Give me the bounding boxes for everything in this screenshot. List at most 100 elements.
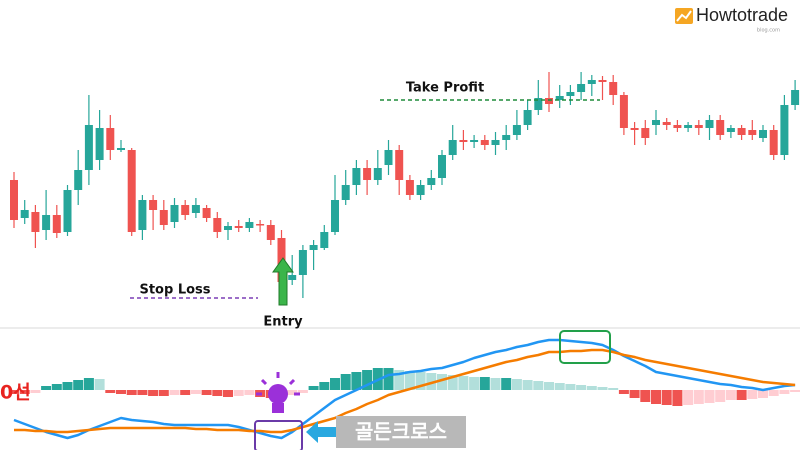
histogram-bar [629,390,640,398]
candle-body [662,122,671,125]
candle-body [577,84,586,92]
histogram-bar [330,378,340,390]
candle-body [416,185,425,195]
histogram-bar [779,390,790,394]
candle-body [759,130,767,138]
candle-body [63,190,72,232]
candle-body [31,212,40,232]
bulb-rays [256,372,300,396]
candle-body [523,110,532,125]
candle-body [138,200,147,230]
candle-body [117,148,125,150]
candle-body [10,180,18,220]
candle-body [309,245,318,250]
histogram-bar [137,390,148,395]
histogram-bar [319,382,330,390]
histogram-bar [201,390,212,395]
histogram-bar [94,379,105,390]
candle-body [684,125,693,128]
histogram-bar [554,383,565,390]
candle-body [726,128,735,132]
overlay [254,330,611,450]
histogram-bar [340,374,351,390]
histogram-bar [426,373,437,390]
candle-body [748,130,757,135]
candle-body [320,232,329,248]
histogram-bar [469,377,480,390]
candle-body [673,125,682,128]
candle-body [480,140,489,145]
histogram-bar [693,390,704,404]
candle-body [459,140,468,142]
candle-body [566,92,575,96]
histogram-bar [105,390,116,393]
candle-body [224,226,232,230]
histogram-bar [51,384,62,390]
histogram-bar [73,380,84,390]
histogram-bar [651,390,661,404]
histogram-bar [586,386,597,390]
candle-body [363,168,372,180]
histogram-bar [287,390,298,395]
stop-loss-label: Stop Loss [139,283,210,298]
logo-text: Howtotrade [696,5,788,25]
indicator-line [14,348,796,434]
candle-body [470,140,479,142]
candle-body [791,90,800,105]
bulb [268,384,288,404]
histogram-bar [351,372,362,390]
zero-line-label: 0선 [0,382,31,404]
histogram-bar [233,390,244,396]
candle-body [502,135,511,140]
candle-body [384,150,393,165]
histogram-bar [544,382,554,390]
candle-body [42,215,51,230]
candle-body [191,205,200,213]
histogram-bar [661,390,672,405]
bulb-base [272,403,284,413]
candle-body [159,210,168,225]
candle-body [245,222,254,228]
histogram-bar [490,378,501,390]
candle-body [341,185,350,200]
candle-body [149,200,158,210]
candle-body [74,170,83,190]
candle-body [598,80,607,82]
candle-body [619,95,628,128]
histogram-bar [126,390,137,395]
candle-body [352,168,361,185]
candle-body [448,140,457,155]
histogram-bar [404,371,415,390]
histogram-bar [790,390,800,392]
histogram-bar [244,390,255,395]
candle-body [234,226,243,228]
logo-sub: blog.com [757,28,780,34]
pointer-arrow [306,421,336,443]
histogram-bar [180,390,191,395]
candle-body [705,120,714,128]
histogram-bar [437,374,447,390]
histogram-bar [383,368,394,390]
histogram-bar [747,390,758,399]
histogram-bar [148,390,159,396]
histogram-bar [704,390,715,403]
candle-body [127,150,136,232]
indicator-line [13,338,796,440]
candle-body [609,82,618,95]
entry-label: Entry [263,315,303,330]
candle-body [652,120,660,125]
histogram-bar [83,378,94,390]
histogram-bar [511,379,522,390]
candle-body [95,128,104,160]
histogram-bar [479,377,490,390]
histogram-bar [169,390,180,395]
histogram-bar [394,370,405,390]
candle-body [170,205,179,222]
candle-body [555,96,564,100]
histogram-bar [672,390,683,406]
candle-body [737,128,746,135]
histogram-bar [447,375,458,390]
candle-body [512,125,521,135]
